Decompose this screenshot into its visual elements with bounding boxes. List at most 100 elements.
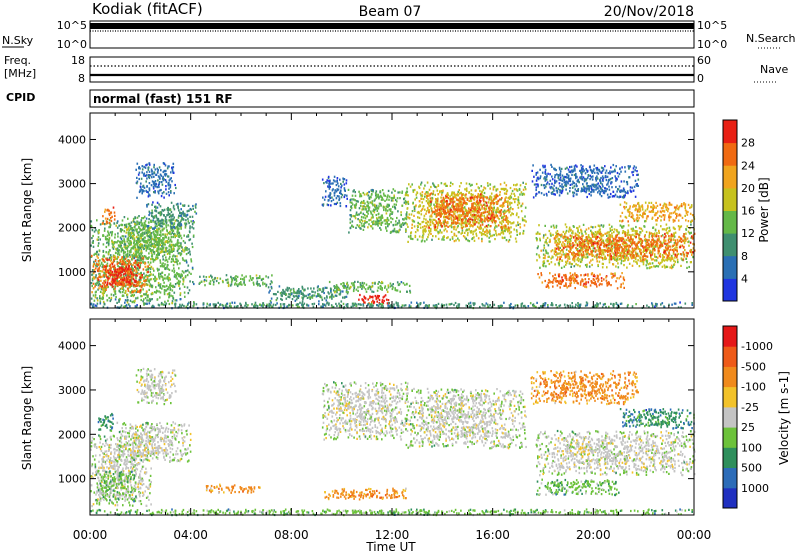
echo-cell — [143, 190, 145, 193]
echo-cell — [372, 301, 375, 304]
echo-cell — [441, 231, 443, 234]
echo-cell — [157, 175, 160, 178]
echo-cell — [171, 180, 173, 183]
echo-cell — [421, 221, 424, 224]
echo-cell — [115, 295, 117, 299]
echo-cell — [180, 237, 183, 240]
echo-cell — [516, 183, 518, 186]
echo-cell — [326, 295, 328, 298]
echo-cell — [180, 224, 183, 227]
echo-cell — [573, 265, 576, 268]
echo-cell — [616, 242, 619, 245]
echo-cell — [127, 267, 129, 270]
echo-cell — [418, 216, 421, 219]
echo-cell — [271, 274, 273, 277]
echo-cell — [344, 285, 347, 288]
echo-cell — [129, 251, 131, 254]
echo-cell — [472, 233, 474, 236]
echo-cell — [184, 249, 186, 252]
echo-cell — [623, 239, 626, 242]
echo-cell — [452, 216, 455, 219]
echo-cell — [146, 241, 148, 244]
echo-cell — [179, 214, 181, 217]
echo-cell — [323, 182, 325, 185]
echo-cell — [425, 200, 428, 203]
echo-cell — [158, 222, 160, 225]
echo-cell — [161, 263, 163, 266]
echo-cell — [455, 203, 457, 206]
echo-cell — [490, 219, 493, 222]
echo-cell — [161, 275, 164, 278]
echo-cell — [152, 273, 154, 276]
echo-cell — [503, 229, 506, 232]
echo-cell — [351, 203, 354, 206]
echo-cell — [462, 218, 464, 221]
echo-cell — [515, 188, 518, 191]
echo-cell — [505, 215, 507, 218]
echo-cell — [290, 293, 293, 296]
echo-cell — [515, 240, 518, 243]
echo-cell — [155, 182, 157, 185]
echo-cell — [213, 280, 215, 284]
echo-cell — [133, 254, 136, 257]
echo-cell — [507, 230, 509, 233]
echo-cell — [167, 191, 170, 194]
echo-cell — [415, 196, 418, 199]
echo-cell — [148, 235, 151, 238]
echo-cell — [150, 184, 153, 187]
echo-cell — [401, 191, 403, 194]
echo-cell — [476, 195, 479, 198]
echo-cell — [138, 261, 140, 265]
echo-cell — [397, 191, 399, 194]
echo-cell — [422, 229, 424, 232]
echo-cell — [412, 189, 414, 192]
echo-cell — [114, 286, 116, 289]
echo-cell — [177, 252, 180, 255]
echo-cell — [363, 205, 365, 208]
echo-cell — [93, 268, 96, 271]
echo-cell — [407, 202, 410, 205]
echo-cell — [182, 212, 184, 215]
echo-cell — [336, 177, 339, 180]
echo-cell — [504, 197, 506, 200]
echo-cell — [362, 284, 364, 287]
echo-cell — [457, 219, 459, 222]
echo-cell — [179, 298, 182, 301]
echo-cell — [500, 213, 503, 216]
echo-cell — [152, 219, 155, 222]
echo-cell — [475, 189, 477, 192]
echo-cell — [160, 181, 163, 184]
echo-cell — [167, 286, 170, 289]
echo-cell — [106, 286, 108, 289]
echo-cell — [102, 289, 105, 292]
echo-cell — [538, 254, 540, 257]
echo-cell — [483, 214, 485, 217]
echo-cell — [90, 244, 92, 247]
echo-cell — [459, 213, 461, 216]
echo-cell — [144, 220, 147, 223]
echo-cell — [154, 234, 157, 237]
echo-cell — [138, 171, 141, 174]
echo-cell — [102, 220, 105, 223]
echo-cell — [503, 225, 505, 228]
echo-cell — [453, 206, 455, 210]
echo-cell — [462, 207, 465, 210]
echo-cell — [153, 233, 155, 236]
echo-cell — [126, 250, 129, 253]
echo-cell — [191, 266, 194, 269]
echo-cell — [92, 272, 95, 275]
echo-cell — [123, 279, 125, 282]
echo-cell — [478, 215, 481, 218]
echo-cell — [475, 232, 477, 235]
echo-cell — [487, 201, 490, 204]
echo-cell — [351, 224, 353, 227]
echo-cell — [587, 227, 590, 230]
echo-cell — [386, 216, 389, 220]
echo-cell — [465, 217, 467, 221]
echo-cell — [138, 248, 140, 251]
echo-cell — [150, 232, 153, 235]
echo-cell — [433, 228, 436, 231]
echo-cell — [138, 273, 140, 276]
echo-cell — [124, 235, 127, 238]
echo-cell — [440, 199, 443, 203]
